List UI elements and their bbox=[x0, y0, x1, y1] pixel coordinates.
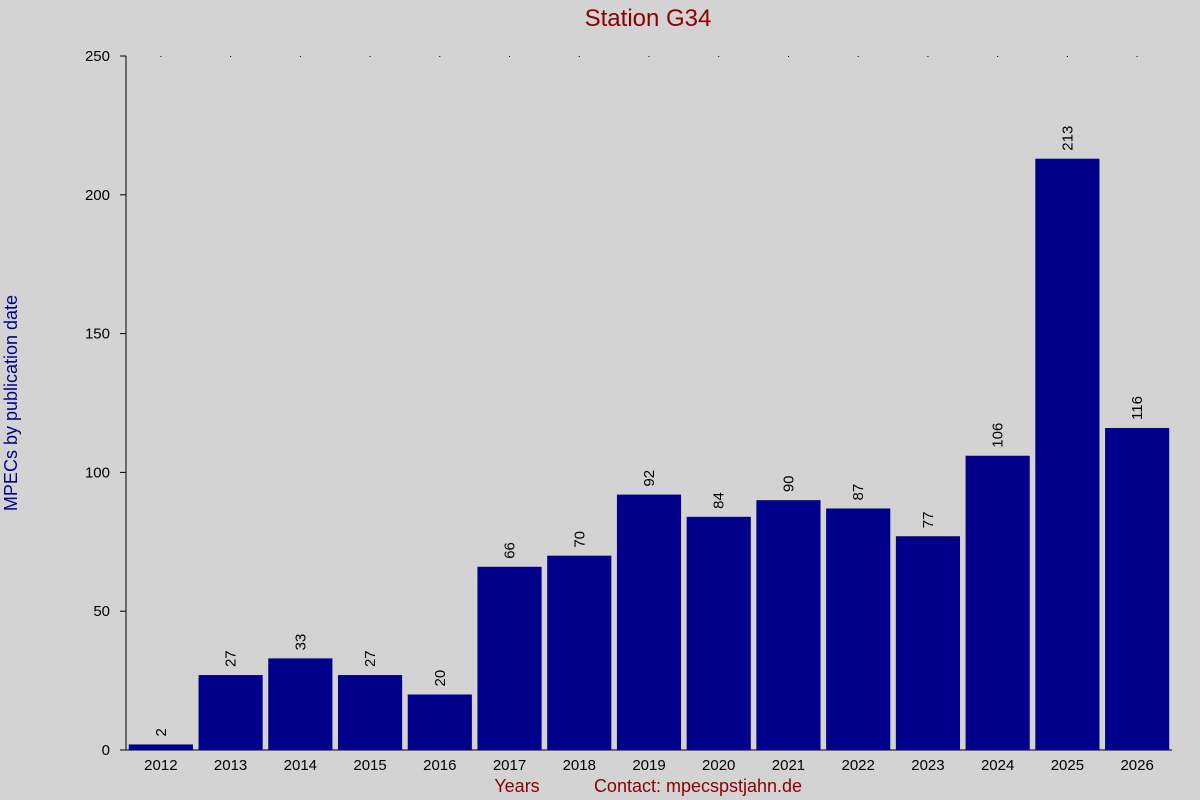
value-label: 2 bbox=[153, 728, 170, 736]
value-label: 106 bbox=[990, 423, 1007, 448]
contact-note: Contact: mpecspstjahn.de bbox=[594, 776, 802, 796]
value-label: 116 bbox=[1129, 396, 1146, 420]
bar bbox=[1105, 427, 1170, 750]
x-tick-label: 2020 bbox=[702, 757, 735, 774]
x-tick-label: 2024 bbox=[981, 757, 1014, 774]
bar bbox=[547, 555, 612, 750]
bar bbox=[128, 744, 193, 750]
x-tick-label: 2022 bbox=[842, 757, 875, 774]
x-tick-label: 2016 bbox=[423, 757, 456, 774]
bar bbox=[198, 675, 263, 750]
bar bbox=[965, 455, 1030, 750]
x-tick-label: 2025 bbox=[1051, 757, 1084, 774]
x-tick-label: 2021 bbox=[772, 757, 805, 774]
value-label: 213 bbox=[1059, 126, 1076, 151]
y-tick-label: 100 bbox=[85, 464, 110, 481]
bar bbox=[477, 566, 542, 750]
x-tick-label: 2012 bbox=[144, 757, 177, 774]
value-label: 87 bbox=[850, 484, 867, 501]
value-label: 27 bbox=[223, 650, 240, 667]
y-tick-label: 200 bbox=[85, 187, 110, 204]
bar bbox=[268, 658, 333, 750]
x-tick-label: 2019 bbox=[632, 757, 665, 774]
value-label: 90 bbox=[780, 475, 797, 492]
value-label: 92 bbox=[641, 470, 658, 487]
x-tick-label: 2023 bbox=[911, 757, 944, 774]
x-tick-label: 2026 bbox=[1120, 757, 1153, 774]
x-axis-label: Years bbox=[494, 776, 539, 796]
y-tick-label: 250 bbox=[85, 48, 110, 65]
value-label: 27 bbox=[362, 650, 379, 667]
bar bbox=[337, 675, 403, 750]
x-tick-label: 2013 bbox=[214, 757, 247, 774]
bar bbox=[407, 694, 472, 750]
bar bbox=[616, 494, 682, 750]
x-tick-label: 2014 bbox=[284, 757, 317, 774]
value-label: 70 bbox=[571, 531, 588, 548]
y-tick-label: 50 bbox=[93, 603, 110, 620]
value-label: 66 bbox=[502, 542, 519, 559]
bar bbox=[1035, 158, 1100, 750]
x-tick-label: 2015 bbox=[353, 757, 386, 774]
y-tick-label: 150 bbox=[85, 326, 110, 343]
value-label: 33 bbox=[292, 634, 309, 651]
y-tick-label: 0 bbox=[102, 742, 110, 759]
bar bbox=[895, 536, 961, 750]
x-tick-label: 2018 bbox=[563, 757, 596, 774]
x-tick-label: 2017 bbox=[493, 757, 526, 774]
bar bbox=[826, 508, 891, 750]
value-label: 77 bbox=[920, 512, 937, 529]
value-label: 84 bbox=[711, 492, 728, 509]
bar bbox=[686, 516, 751, 750]
chart-title: Station G34 bbox=[585, 5, 712, 32]
bar bbox=[756, 500, 821, 750]
y-axis-label: MPECs by publication date bbox=[1, 295, 21, 511]
value-label: 20 bbox=[432, 670, 449, 687]
